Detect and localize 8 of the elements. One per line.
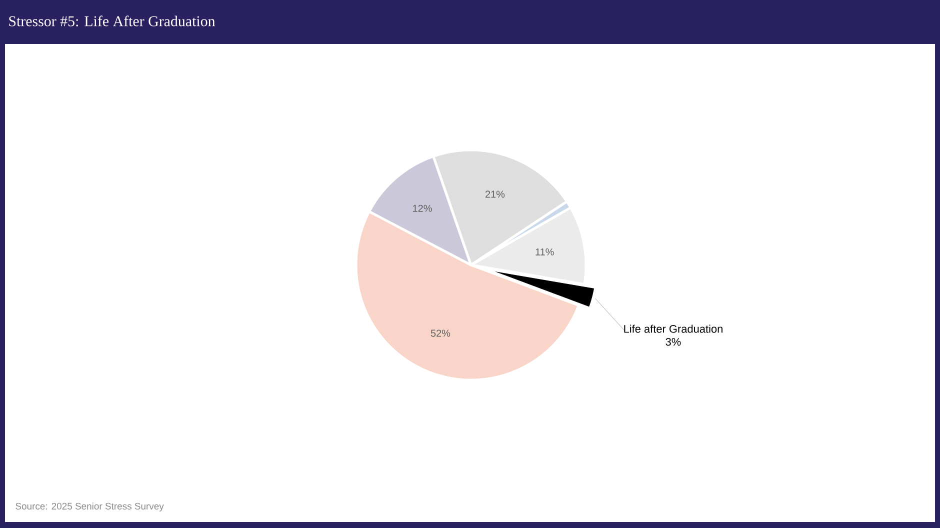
- source-note: Source: 2025 Senior Stress Survey: [16, 502, 164, 512]
- data-label: 3%: [666, 338, 681, 346]
- data-label: 52%: [430, 330, 450, 337]
- text: Stressor #5: Life After Graduation: [9, 16, 216, 26]
- data-label: 21%: [486, 190, 505, 198]
- data-label: 11%: [536, 248, 554, 256]
- data-label: 12%: [413, 204, 432, 212]
- slice-label: Life after Graduation: [624, 324, 722, 333]
